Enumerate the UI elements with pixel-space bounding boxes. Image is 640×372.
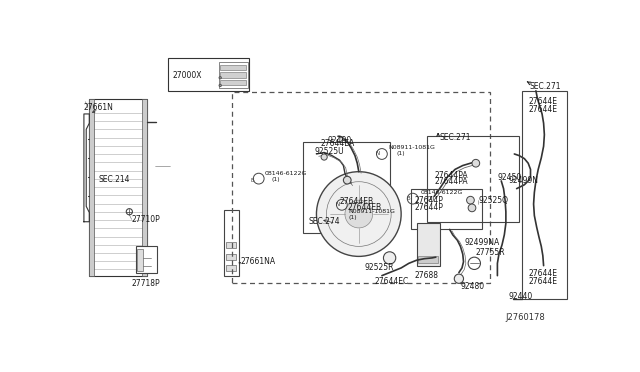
Text: 08146-6122G: 08146-6122G (265, 171, 307, 176)
Bar (227, 265, 236, 271)
Text: 27644PA: 27644PA (435, 171, 468, 180)
Text: 27644E: 27644E (528, 105, 557, 114)
Bar (137, 249, 143, 271)
Text: 92525U: 92525U (314, 147, 344, 156)
Bar (417, 223, 440, 266)
Text: 27644P: 27644P (414, 203, 443, 212)
Bar (219, 62, 248, 88)
Text: 27710P: 27710P (132, 215, 161, 224)
Text: B: B (406, 196, 410, 201)
Bar (227, 242, 236, 248)
Text: 27661N: 27661N (84, 103, 114, 112)
Text: SEC.271: SEC.271 (440, 132, 471, 141)
Text: (1): (1) (397, 151, 405, 157)
Bar (143, 99, 147, 276)
Circle shape (321, 154, 327, 160)
Text: 27644PA: 27644PA (435, 177, 468, 186)
Text: 27644EB: 27644EB (340, 197, 374, 206)
Text: 27688: 27688 (414, 271, 438, 280)
Text: 27718P: 27718P (132, 279, 160, 288)
Text: (1): (1) (349, 215, 357, 220)
Text: 27644E: 27644E (528, 97, 557, 106)
Text: N: N (375, 151, 380, 157)
Bar (136, 246, 157, 273)
Text: N08911-1081G: N08911-1081G (389, 145, 436, 150)
Text: SEC.274: SEC.274 (308, 217, 340, 226)
Bar (227, 254, 236, 260)
Text: 92480: 92480 (460, 282, 484, 291)
Text: 92499NA: 92499NA (464, 238, 500, 247)
Text: 92490: 92490 (328, 136, 352, 145)
Circle shape (468, 204, 476, 212)
Bar (427, 135, 519, 222)
Circle shape (345, 200, 372, 228)
Text: 27644P: 27644P (414, 196, 443, 205)
Text: B: B (251, 178, 254, 183)
Bar (411, 189, 482, 230)
Bar (90, 99, 147, 276)
Text: J2760178: J2760178 (505, 313, 545, 322)
Bar (522, 91, 566, 299)
Text: 27644EC: 27644EC (374, 276, 408, 286)
Text: 92499N: 92499N (509, 176, 539, 185)
Circle shape (344, 176, 351, 184)
Text: (1): (1) (272, 177, 280, 182)
Text: 92525R: 92525R (365, 263, 394, 272)
Bar (303, 142, 390, 232)
Text: SEC.271: SEC.271 (530, 82, 561, 91)
Text: 92525Q: 92525Q (478, 196, 508, 205)
Bar (220, 65, 246, 70)
Text: 27755R: 27755R (476, 248, 506, 257)
Text: (1): (1) (427, 196, 435, 201)
Text: 27644E: 27644E (528, 269, 557, 278)
Bar (90, 99, 94, 276)
Text: 27644E: 27644E (528, 276, 557, 286)
Bar (418, 256, 438, 263)
Bar (224, 210, 239, 276)
Bar (232, 92, 490, 283)
Text: 92440: 92440 (509, 292, 533, 301)
Text: 27000X: 27000X (172, 71, 202, 80)
Text: 27644EA: 27644EA (320, 140, 355, 148)
Circle shape (472, 159, 480, 167)
Bar (168, 58, 250, 91)
Circle shape (316, 172, 401, 256)
Text: 27644EB: 27644EB (348, 203, 381, 212)
Bar (220, 73, 246, 78)
Text: N08911-1081G: N08911-1081G (349, 209, 396, 214)
Text: N: N (335, 202, 339, 207)
Text: 08146-6122G: 08146-6122G (420, 190, 463, 195)
Text: 27661NA: 27661NA (241, 257, 276, 266)
Bar (220, 80, 246, 86)
Circle shape (383, 252, 396, 264)
Circle shape (467, 196, 474, 204)
Circle shape (454, 274, 463, 283)
Text: SEC.214: SEC.214 (99, 175, 130, 184)
Text: 92450: 92450 (497, 173, 522, 182)
